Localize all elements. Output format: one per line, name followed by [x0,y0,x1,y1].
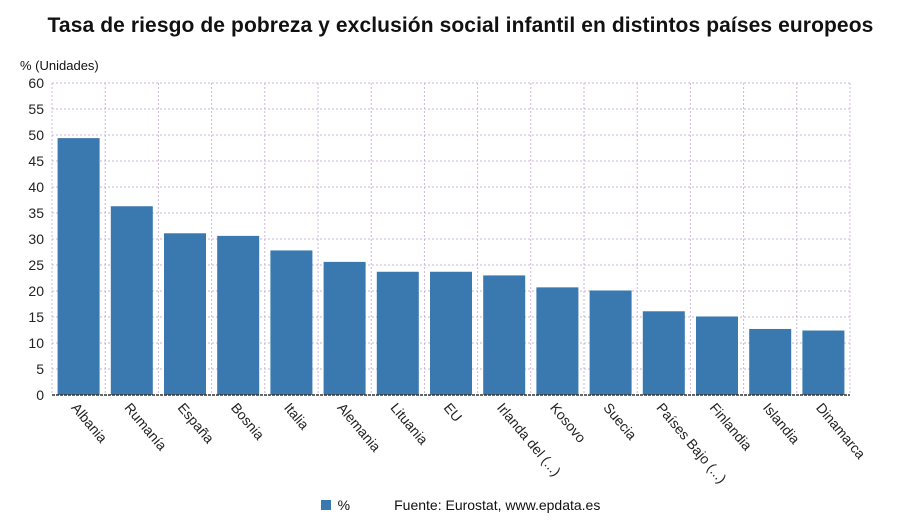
y-tick-label: 25 [28,257,44,273]
x-tick-label: Albania [68,400,110,446]
y-tick-label: 20 [28,283,44,299]
x-tick-label: Dinamarca [813,400,869,462]
x-tick-label: EU [441,400,466,425]
y-tick-label: 60 [28,75,44,91]
x-tick-label: Lituania [388,400,432,448]
bar [696,316,738,395]
bar [164,233,206,395]
chart-title: Tasa de riesgo de pobreza y exclusión so… [47,14,874,37]
x-tick-label: Alemania [334,400,384,455]
x-tick-label: Finlandia [707,400,756,454]
source-text: Fuente: Eurostat, www.epdata.es [394,497,601,513]
bar [270,250,313,395]
y-tick-label: 40 [28,179,44,195]
footer: % Fuente: Eurostat, www.epdata.es [0,497,921,513]
bars [57,138,845,395]
bar [376,271,419,395]
bar [749,328,792,395]
x-tick-label: Bosnia [228,400,268,443]
bar [430,271,472,395]
bar [536,287,579,395]
legend-swatch [320,500,331,510]
x-tick-label: Rumanía [122,400,171,454]
bar [217,235,260,395]
legend-label: % [337,497,351,513]
y-tick-label: 45 [28,153,44,169]
bar [57,138,100,395]
y-tick-label: 15 [28,309,44,325]
y-tick-label: 50 [28,127,44,143]
x-tick-label: Islandia [760,400,803,447]
bar [110,206,153,395]
x-tick-label: Kosovo [547,400,589,446]
y-tick-label: 0 [36,387,44,403]
x-tick-label: Suecia [600,400,640,443]
y-tick-label: 10 [28,335,44,351]
y-tick-label: 5 [36,361,44,377]
y-axis-label: % (Unidades) [20,58,99,73]
bar [323,261,366,395]
y-tick-label: 30 [28,231,44,247]
y-tick-label: 55 [28,101,44,117]
bar [642,311,685,395]
bar [589,290,632,395]
y-axis: 0 5 10 15 20 25 30 35 40 45 50 55 60 [28,75,44,403]
y-tick-label: 35 [28,205,44,221]
x-axis: Albania Rumanía España Bosnia Italia Alemania… [52,394,869,486]
bar [802,330,845,395]
x-tick-label: España [175,400,218,447]
x-tick-label: Italia [281,400,312,433]
bar [483,275,526,395]
